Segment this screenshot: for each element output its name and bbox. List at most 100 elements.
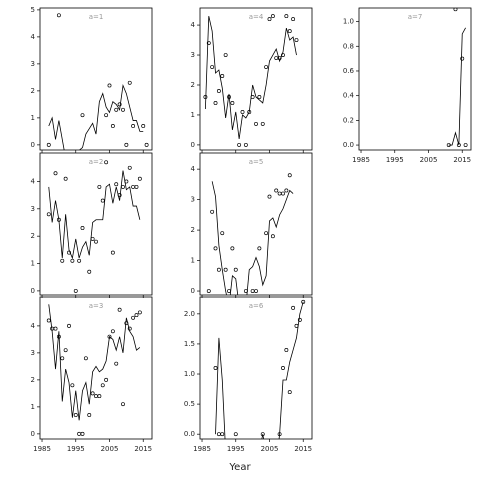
data-point (77, 431, 82, 436)
x-tick-label: 1985 (33, 445, 51, 453)
panel-frame (39, 152, 153, 296)
x-axis-label: Year (228, 462, 251, 473)
data-point (237, 142, 242, 147)
data-point (134, 313, 139, 318)
x-tick-label: 2005 (101, 445, 119, 453)
data-point (294, 38, 299, 43)
data-point (284, 188, 289, 193)
data-point (223, 267, 228, 272)
y-tick-label: 4 (31, 322, 36, 330)
data-point (287, 29, 292, 34)
data-point (250, 289, 255, 293)
data-point (264, 65, 269, 69)
data-point (270, 234, 275, 239)
panel-title: a=1 (89, 13, 104, 21)
data-point (121, 184, 125, 189)
data-point (97, 394, 102, 399)
fit-line (205, 16, 297, 139)
data-point (97, 184, 102, 189)
data-point (100, 198, 105, 203)
data-point (463, 143, 468, 148)
data-point (121, 107, 125, 112)
y-tick-label: 1.0 (184, 370, 195, 378)
panel-frame (39, 7, 153, 151)
data-point (291, 17, 296, 22)
data-point (213, 246, 218, 251)
data-point (247, 110, 252, 114)
y-tick-label: 1 (191, 111, 195, 119)
data-point (284, 14, 289, 19)
data-point (67, 323, 71, 328)
fit-line (48, 83, 144, 150)
plot-area (206, 173, 294, 295)
data-point (137, 310, 142, 315)
data-point (144, 142, 149, 147)
data-point (243, 289, 248, 293)
x-tick-label: 2015 (294, 445, 312, 453)
fit-line (215, 301, 304, 439)
y-tick-label: 3 (31, 205, 35, 213)
y-tick-label: 4 (31, 33, 36, 41)
panel-frame (199, 296, 313, 440)
data-point (267, 194, 272, 199)
data-point (131, 315, 136, 320)
data-point (56, 334, 61, 339)
panel-title: a=7 (408, 13, 423, 21)
fit-line (211, 181, 294, 295)
data-point (124, 321, 129, 326)
panel-title: a=6 (249, 302, 264, 310)
y-tick-label: 0.2 (343, 116, 354, 124)
data-point (114, 361, 119, 366)
y-tick-label: 0 (31, 430, 35, 438)
plot-area (213, 299, 306, 439)
y-tick-label: 1 (191, 257, 195, 265)
y-tick-label: 0.6 (343, 67, 355, 75)
data-point (281, 366, 285, 370)
plot-area (46, 13, 149, 150)
panel-frame (39, 296, 153, 440)
plot-area (46, 160, 142, 293)
y-tick-label: 0 (31, 141, 35, 149)
data-point (210, 209, 215, 214)
y-tick-label: 0.0 (184, 430, 195, 438)
data-point (53, 171, 58, 176)
data-point (114, 182, 119, 187)
y-tick-label: 0.4 (343, 92, 355, 100)
y-tick-label: 2 (31, 87, 35, 95)
data-point (60, 258, 65, 263)
data-point (206, 41, 211, 46)
data-point (277, 432, 282, 437)
data-point (67, 250, 71, 255)
y-tick-label: 4 (31, 177, 36, 185)
data-point (107, 334, 112, 339)
data-point (60, 356, 65, 361)
data-point (453, 8, 458, 12)
x-tick-label: 2015 (453, 156, 471, 164)
data-point (460, 56, 465, 61)
data-point (117, 193, 122, 198)
y-tick-label: 4 (191, 21, 196, 29)
x-tick-label: 1995 (67, 445, 85, 453)
data-point (254, 121, 258, 126)
y-tick-label: 0 (31, 287, 35, 295)
data-point (291, 305, 296, 310)
data-point (110, 329, 115, 334)
data-point (257, 95, 262, 99)
data-point (100, 383, 105, 388)
data-point (233, 432, 238, 437)
data-point (110, 124, 115, 128)
data-point (213, 101, 218, 105)
panel-title: a=4 (249, 13, 264, 21)
panel-frame (199, 7, 313, 151)
y-tick-label: 3 (31, 349, 35, 357)
data-point (124, 179, 129, 184)
y-tick-label: 0.0 (343, 141, 354, 149)
data-point (227, 95, 231, 99)
data-point (87, 413, 92, 417)
data-point (270, 14, 275, 19)
data-point (127, 165, 132, 170)
data-point (220, 432, 225, 437)
data-point (87, 269, 92, 274)
y-tick-label: 3 (31, 60, 35, 68)
